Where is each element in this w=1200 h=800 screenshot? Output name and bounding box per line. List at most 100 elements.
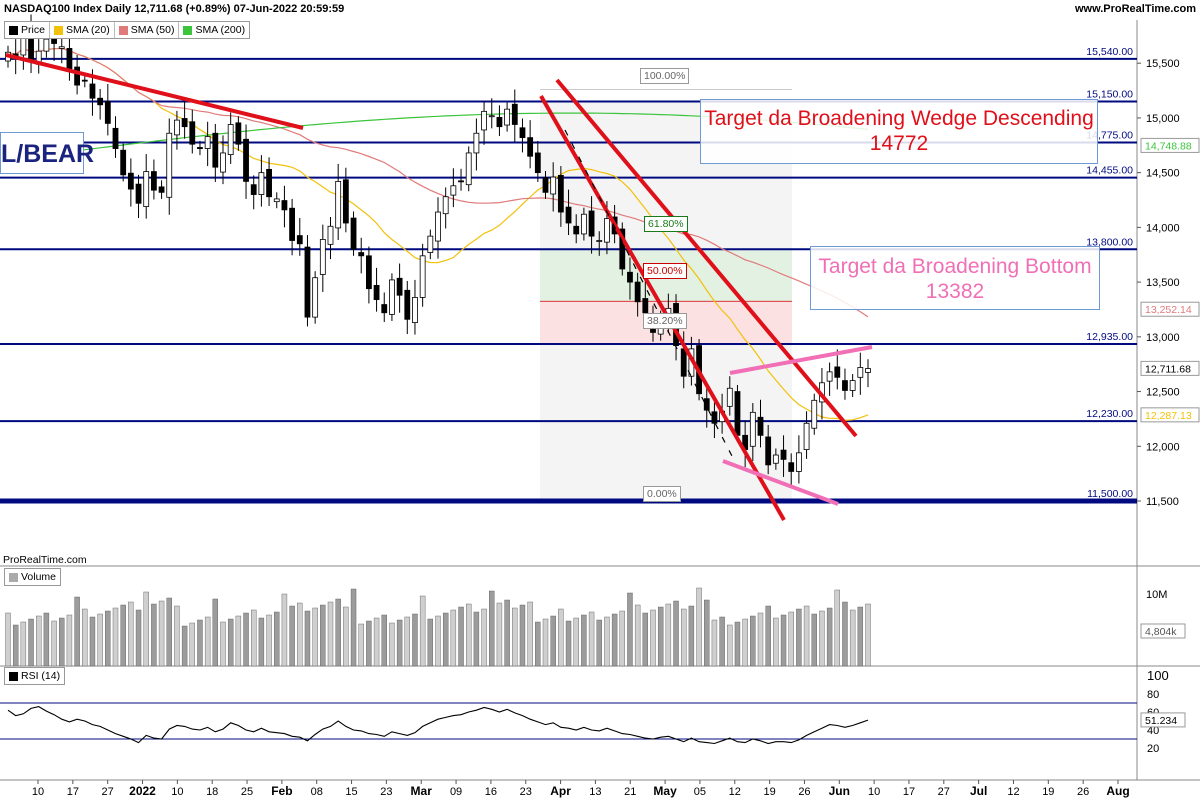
volume-bar xyxy=(28,618,34,667)
x-tick-label: 10 xyxy=(171,786,183,798)
candle-body xyxy=(857,367,864,378)
fib-50-label: 50.00% xyxy=(643,263,687,279)
volume-bar xyxy=(327,601,334,667)
x-tick-label: 10 xyxy=(868,786,880,798)
volume-bar xyxy=(189,622,195,667)
volume-bar xyxy=(289,605,295,667)
volume-bar xyxy=(343,606,349,667)
legend-label: Price xyxy=(21,24,45,36)
candle-body xyxy=(181,118,188,128)
x-tick-label: 12 xyxy=(1007,786,1019,798)
rsi-tick-label: 20 xyxy=(1147,743,1159,755)
candle-body xyxy=(557,174,564,213)
candle-body xyxy=(58,46,65,49)
axes: 15,500 15,000 14,500 14,000 13,500 13,000 12,5… xyxy=(32,58,1200,798)
candle-body xyxy=(143,171,150,207)
candle-body xyxy=(680,348,687,377)
x-tick-label: 05 xyxy=(694,786,706,798)
volume-bar xyxy=(573,617,579,667)
candle-body xyxy=(250,184,257,195)
x-tick-label: 26 xyxy=(1077,786,1089,798)
volume-legend-item[interactable]: Volume xyxy=(5,569,60,585)
volume-bar xyxy=(396,619,403,667)
legend-swatch xyxy=(183,25,193,35)
candle-body xyxy=(335,181,342,229)
x-tick-label: Mar xyxy=(411,784,433,798)
x-tick-label: 27 xyxy=(102,786,114,798)
volume-bar xyxy=(796,608,802,667)
level-label: 11,500.00 xyxy=(1087,488,1133,500)
volume-bar xyxy=(849,609,856,667)
volume-bar xyxy=(266,614,272,667)
candle-body xyxy=(389,279,395,315)
legend-sma200[interactable]: SMA (200) xyxy=(179,22,249,38)
candle-body xyxy=(296,235,303,245)
target-bottom-title: Target da Broadening Bottom xyxy=(818,255,1092,278)
candle-body xyxy=(496,116,503,128)
volume-bar xyxy=(373,617,380,667)
price-tick-label: 13,000 xyxy=(1146,332,1180,344)
x-tick-label: 27 xyxy=(938,786,950,798)
volume-bar xyxy=(442,612,449,667)
candle-body xyxy=(842,380,848,391)
candle-body xyxy=(273,198,280,203)
volume-bar xyxy=(220,621,226,667)
volume-bar xyxy=(59,617,65,667)
fib-618-label: 61.80% xyxy=(644,216,688,232)
legend-price[interactable]: Price xyxy=(5,22,50,38)
candle-body xyxy=(749,411,756,447)
candle-body xyxy=(212,132,219,168)
volume-bar xyxy=(711,619,718,667)
candle-body xyxy=(580,213,587,235)
volume-bar xyxy=(312,607,318,667)
candle-body xyxy=(373,284,380,301)
volume-bar xyxy=(389,622,395,667)
price-tick-label: 15,000 xyxy=(1146,113,1180,125)
x-tick-label: 21 xyxy=(624,786,636,798)
candle-body xyxy=(266,168,272,198)
value-badge-label: 14,748.88 xyxy=(1145,140,1192,152)
candle-body xyxy=(788,462,795,472)
candle-body xyxy=(765,436,772,466)
legend-sma20[interactable]: SMA (20) xyxy=(50,22,115,38)
target-wedge-value: 14772 xyxy=(869,132,929,156)
volume-bar xyxy=(66,614,73,667)
value-badge xyxy=(1140,360,1200,376)
volume-bar xyxy=(512,607,518,667)
bear-label-box: L/BEAR xyxy=(0,132,94,174)
fib-382-label: 38.20% xyxy=(643,313,687,329)
candle-body xyxy=(619,228,626,270)
volume-bar xyxy=(642,612,649,667)
volume-bar xyxy=(496,602,503,667)
candle-body xyxy=(158,186,165,193)
price-tick-label: 14,000 xyxy=(1146,222,1180,234)
volume-bar xyxy=(581,614,587,667)
volume-bar xyxy=(320,604,326,667)
candle-body xyxy=(481,110,487,131)
candle-body xyxy=(43,38,50,52)
candle-body xyxy=(511,103,518,125)
candle-body xyxy=(419,255,426,298)
x-tick-label: Apr xyxy=(550,784,571,798)
rsi-legend-item[interactable]: RSI (14) xyxy=(5,668,64,684)
price-tick-label: 14,500 xyxy=(1146,168,1180,180)
volume-bar xyxy=(281,593,288,667)
candle-body xyxy=(319,239,326,275)
volume-bar xyxy=(174,605,180,667)
volume-bar xyxy=(742,618,748,667)
volume-bar xyxy=(650,609,656,667)
legend-sma50[interactable]: SMA (50) xyxy=(115,22,180,38)
volume-bar xyxy=(366,620,372,667)
legend-label: SMA (200) xyxy=(195,24,246,36)
candle-body xyxy=(519,127,526,139)
volume-bar xyxy=(550,615,556,667)
volume-bar xyxy=(565,620,572,667)
chart-title: NASDAQ100 Index Daily 12,711.68 (+0.89%)… xyxy=(4,3,345,15)
volume-bar xyxy=(466,603,472,667)
x-tick-label: Jul xyxy=(970,784,987,798)
x-tick-label: Jun xyxy=(829,784,850,798)
candle-body xyxy=(711,411,718,424)
candle-body xyxy=(458,180,464,183)
target-bottom-box: Target da Broadening Bottom 13382 xyxy=(810,246,1100,310)
x-tick-label: May xyxy=(653,784,677,798)
